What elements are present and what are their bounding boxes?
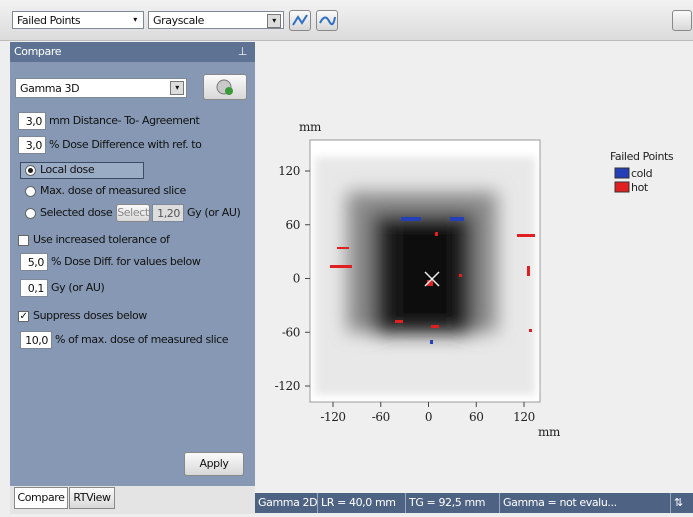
radio[interactable] <box>25 186 36 197</box>
radio-dot <box>28 168 33 173</box>
legend-label: hot <box>631 181 649 194</box>
legend-title: Failed Points <box>610 150 674 163</box>
page: Compare {"toolbar": {"view_dropdown": "F… <box>0 0 693 517</box>
increased-tolerance-label: Use increased tolerance of <box>33 231 170 249</box>
dropdown-arrow: ▾ <box>129 14 141 26</box>
dta-input[interactable]: 3,0 <box>18 112 46 130</box>
calc-icon <box>204 75 246 99</box>
mode-dropdown[interactable]: Gamma 3D ▾ <box>15 78 187 98</box>
legend-swatch <box>615 182 629 192</box>
y-tick-label: -60 <box>282 325 300 339</box>
view-dropdown[interactable]: Failed Points ▾ <box>12 11 144 29</box>
tool-icon <box>317 11 337 30</box>
tab[interactable]: RTView <box>69 487 115 509</box>
tool-button[interactable] <box>289 10 311 31</box>
tol-diff-input[interactable]: 5,0 <box>20 253 48 271</box>
x-tick-label: -60 <box>372 410 390 424</box>
status-field: LR = 40,0 mm <box>317 493 396 513</box>
dropdown-arrow: ▾ <box>170 81 184 95</box>
calc-button[interactable] <box>203 74 247 100</box>
tol-diff-label: % Dose Diff. for values below <box>51 253 200 271</box>
selected-dose-unit: Gy (or AU) <box>187 204 240 222</box>
pin-icon[interactable]: ⊥ <box>238 42 247 62</box>
suppress-pct-label: % of max. dose of measured slice <box>55 331 228 349</box>
suppress-label: Suppress doses below <box>33 307 147 325</box>
x-unit: mm <box>538 425 561 439</box>
y-unit: mm <box>299 120 322 134</box>
y-tick-label: 60 <box>286 218 300 232</box>
legend-label: cold <box>631 167 652 180</box>
colormap-dropdown-text: Grayscale <box>153 14 204 27</box>
checkbox-checked[interactable]: ✓ <box>18 311 29 322</box>
select-button[interactable]: Select <box>116 204 150 222</box>
max-dose-label: Max. dose of measured slice <box>40 182 186 200</box>
panel-header: Compare ⊥ <box>10 42 255 62</box>
tol-threshold-label: Gy (or AU) <box>51 279 104 297</box>
status-field: Gamma 2D <box>255 493 317 513</box>
suppress-input[interactable]: 10,0 <box>20 331 52 349</box>
dose-diff-label: % Dose Difference with ref. to <box>49 136 202 154</box>
status-field: Gamma = not evalu... <box>499 493 617 513</box>
x-tick-label: 60 <box>469 410 483 424</box>
tool-button[interactable] <box>316 10 338 31</box>
dose-image <box>347 192 497 334</box>
mode-dropdown-text: Gamma 3D <box>20 82 79 95</box>
local-dose-label: Local dose <box>40 161 94 179</box>
y-tick-label: 120 <box>278 164 300 178</box>
x-tick-label: 120 <box>513 410 535 424</box>
y-tick-label: -120 <box>275 379 300 393</box>
x-tick-label: 0 <box>425 410 432 424</box>
dropdown-arrow: ▾ <box>267 14 281 28</box>
checkbox[interactable] <box>18 235 29 246</box>
status-bar: Gamma 2D LR = 40,0 mm TG = 92,5 mm Gamma… <box>255 493 693 513</box>
dta-label: mm Distance- To- Agreement <box>49 112 199 130</box>
dose-diff-input[interactable]: 3,0 <box>18 136 46 154</box>
screen: Failed Points ▾ Grayscale ▾ Compare ⊥ Gamma… <box>0 0 693 517</box>
y-tick-label: 0 <box>293 272 300 286</box>
x-tick-label: -120 <box>320 410 345 424</box>
tool-icon <box>290 11 310 30</box>
view-dropdown-text: Failed Points <box>17 14 80 27</box>
legend-swatch <box>615 168 629 178</box>
status-field: TG = 92,5 mm <box>405 493 485 513</box>
radio-selected[interactable] <box>25 165 36 176</box>
colormap-dropdown[interactable]: Grayscale ▾ <box>148 11 284 29</box>
tab-active[interactable]: Compare <box>14 487 68 509</box>
panel-title: Compare <box>14 45 61 58</box>
apply-button[interactable]: Apply <box>184 452 244 476</box>
tool-button[interactable] <box>672 10 692 31</box>
status-button[interactable]: ⇅ <box>670 493 683 513</box>
tol-threshold-input[interactable]: 0,1 <box>20 279 48 297</box>
radio[interactable] <box>25 208 36 219</box>
selected-dose-label: Selected dose <box>40 204 112 222</box>
selected-dose-input[interactable]: 1,20 <box>152 204 184 222</box>
